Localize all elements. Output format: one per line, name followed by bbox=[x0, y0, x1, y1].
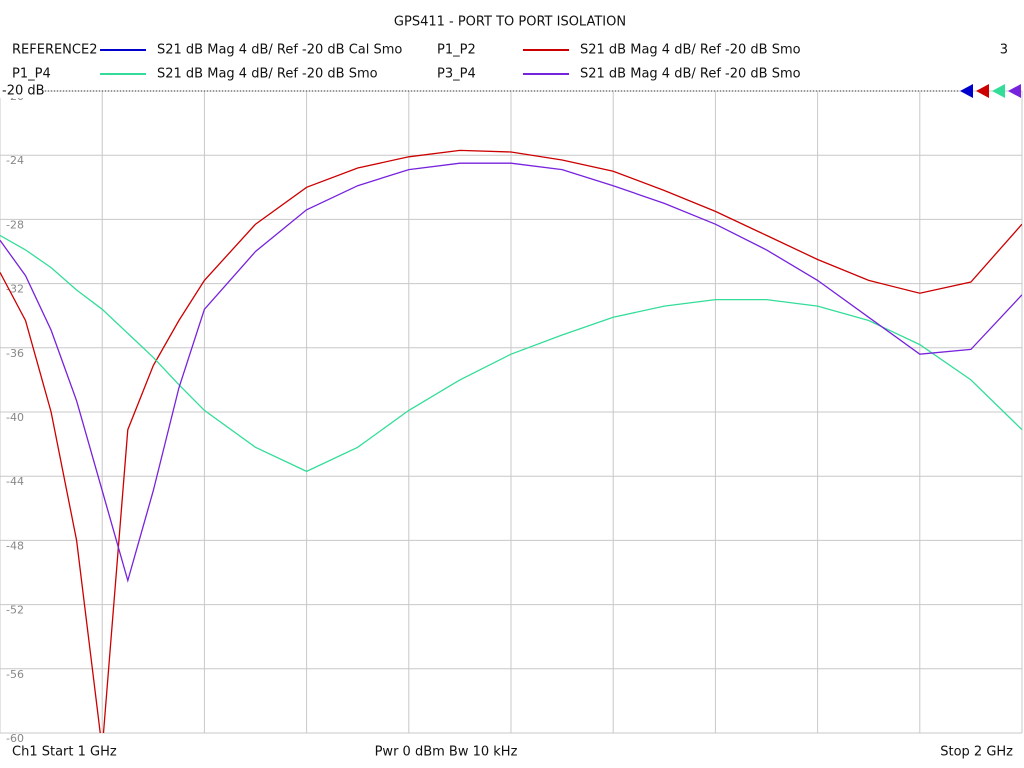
chart-title: GPS411 - PORT TO PORT ISOLATION bbox=[394, 15, 626, 30]
legend-description: S21 dB Mag 4 dB/ Ref -20 dB Smo bbox=[580, 43, 801, 58]
legend-name: P1_P4 bbox=[12, 67, 51, 82]
legend-description: S21 dB Mag 4 dB/ Ref -20 dB Smo bbox=[580, 67, 801, 82]
footer-right: Stop 2 GHz bbox=[940, 745, 1013, 760]
channel-number: 3 bbox=[1000, 43, 1008, 58]
reference-marker bbox=[960, 84, 973, 98]
reference-marker bbox=[976, 84, 989, 98]
footer-center: Pwr 0 dBm Bw 10 kHz bbox=[375, 745, 518, 760]
series-line bbox=[0, 234, 1022, 473]
y-tick-label: -24 bbox=[6, 154, 24, 167]
y-tick-label: -44 bbox=[6, 475, 24, 488]
y-tick-label: -52 bbox=[6, 604, 24, 617]
legend-description: S21 dB Mag 4 dB/ Ref -20 dB Smo bbox=[157, 67, 378, 82]
reference-marker bbox=[992, 84, 1005, 98]
legend-name: P1_P2 bbox=[437, 43, 476, 58]
y-tick-label: -36 bbox=[6, 347, 24, 360]
legend-name: REFERENCE2 bbox=[12, 43, 97, 58]
y-tick-label: -60 bbox=[6, 732, 24, 745]
footer-left: Ch1 Start 1 GHz bbox=[12, 745, 117, 760]
y-tick-label: -56 bbox=[6, 668, 24, 681]
y-tick-label: -48 bbox=[6, 539, 24, 552]
series-line bbox=[0, 162, 1022, 583]
y-tick-label: -40 bbox=[6, 411, 24, 424]
reference-marker bbox=[1008, 84, 1021, 98]
reference-label: -20 dB bbox=[2, 84, 45, 99]
series-line bbox=[0, 149, 1022, 733]
y-tick-label: -28 bbox=[6, 218, 24, 231]
legend-description: S21 dB Mag 4 dB/ Ref -20 dB Cal Smo bbox=[157, 43, 402, 58]
reference-label-bg bbox=[0, 83, 44, 98]
legend-name: P3_P4 bbox=[437, 67, 476, 82]
